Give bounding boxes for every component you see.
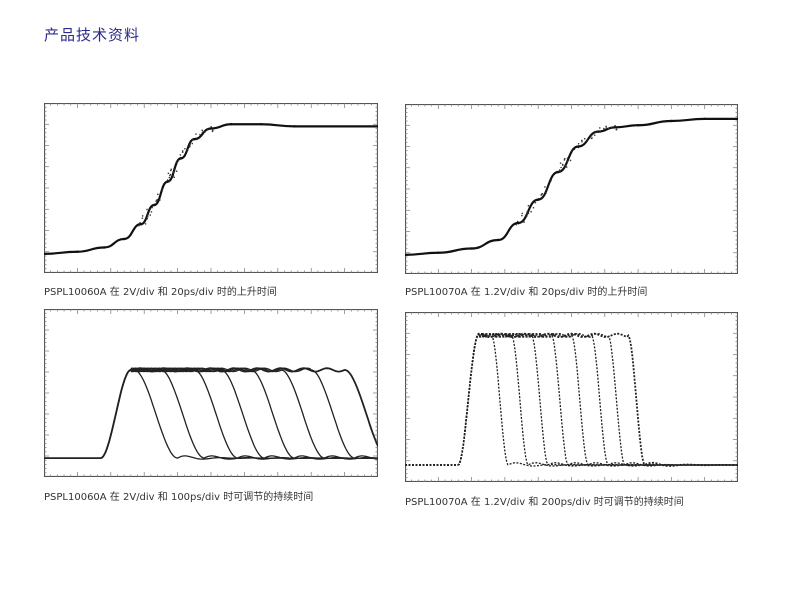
waveform-trace-1: [405, 117, 738, 256]
duration-chart-10060a: [44, 309, 378, 477]
page-title: 产品技术资料: [44, 26, 141, 44]
scope-frame: [405, 104, 738, 274]
data-point: [293, 125, 296, 128]
data-point: [596, 130, 600, 133]
data-point: [376, 125, 378, 128]
data-point: [229, 123, 233, 126]
caption-1: PSPL10060A 在 2V/div 和 20ps/div 时的上升时间: [44, 287, 277, 298]
data-point: [437, 251, 440, 254]
pulse-trace-2: [405, 333, 738, 467]
pulse-trace-6: [405, 333, 738, 467]
graticule-ticks: [44, 103, 378, 273]
scope-frame: [44, 309, 378, 477]
data-point: [102, 246, 106, 249]
data-point: [537, 198, 540, 201]
data-point: [122, 237, 126, 241]
pulse-trace-3: [44, 367, 378, 460]
data-point: [209, 127, 213, 130]
data-point: [736, 117, 738, 121]
graticule-ticks: [44, 309, 378, 477]
pulse-trace-5: [44, 367, 378, 460]
data-point: [44, 252, 46, 256]
rise-time-chart-10070a: [405, 104, 738, 274]
data-point: [613, 126, 616, 129]
scope-panel-3: [44, 309, 378, 477]
data-point: [166, 180, 169, 183]
caption-4: PSPL10070A 在 1.2V/div 和 200ps/div 时可调节的持…: [405, 497, 684, 508]
pulse-trace-8: [44, 367, 378, 459]
data-point: [703, 117, 706, 121]
data-point: [179, 157, 183, 160]
rise-time-chart-10060a: [44, 103, 378, 273]
data-point: [556, 170, 560, 174]
pulse-trace-5: [405, 333, 738, 467]
pulse-trace-6: [44, 367, 378, 460]
data-point: [405, 253, 407, 257]
trace-noise: [515, 124, 618, 226]
data-point: [517, 221, 520, 225]
graticule-ticks: [405, 312, 738, 482]
pulse-trace-3: [405, 333, 738, 467]
data-point: [139, 222, 143, 226]
caption-2: PSPL10070A 在 1.2V/div 和 20ps/div 时的上升时间: [405, 287, 648, 298]
data-point: [259, 123, 263, 126]
data-point: [670, 119, 673, 123]
pulse-trace-7: [405, 333, 738, 467]
scope-panel-4: [405, 312, 738, 482]
pulse-trace-1: [44, 369, 378, 460]
data-point: [76, 250, 79, 253]
scope-panel-2: [405, 104, 738, 274]
pulse-trace-4: [405, 333, 738, 467]
pulse-trace-7: [44, 367, 378, 460]
pulse-trace-1: [405, 333, 738, 467]
caption-3: PSPL10060A 在 2V/div 和 100ps/div 时可调节的持续时…: [44, 492, 314, 503]
waveform-trace-1: [44, 123, 378, 255]
data-point: [636, 124, 640, 127]
data-point: [470, 247, 473, 250]
data-point: [497, 238, 500, 242]
duration-chart-10070a: [405, 312, 738, 482]
pulse-trace-2: [44, 367, 378, 460]
scope-frame: [405, 312, 738, 482]
data-point: [153, 203, 156, 207]
pulse-trace-4: [44, 367, 378, 460]
scope-panel-1: [44, 103, 378, 273]
data-point: [576, 145, 580, 148]
pulse-trace-8: [405, 332, 738, 467]
graticule-ticks: [405, 104, 738, 274]
data-point: [193, 137, 196, 141]
